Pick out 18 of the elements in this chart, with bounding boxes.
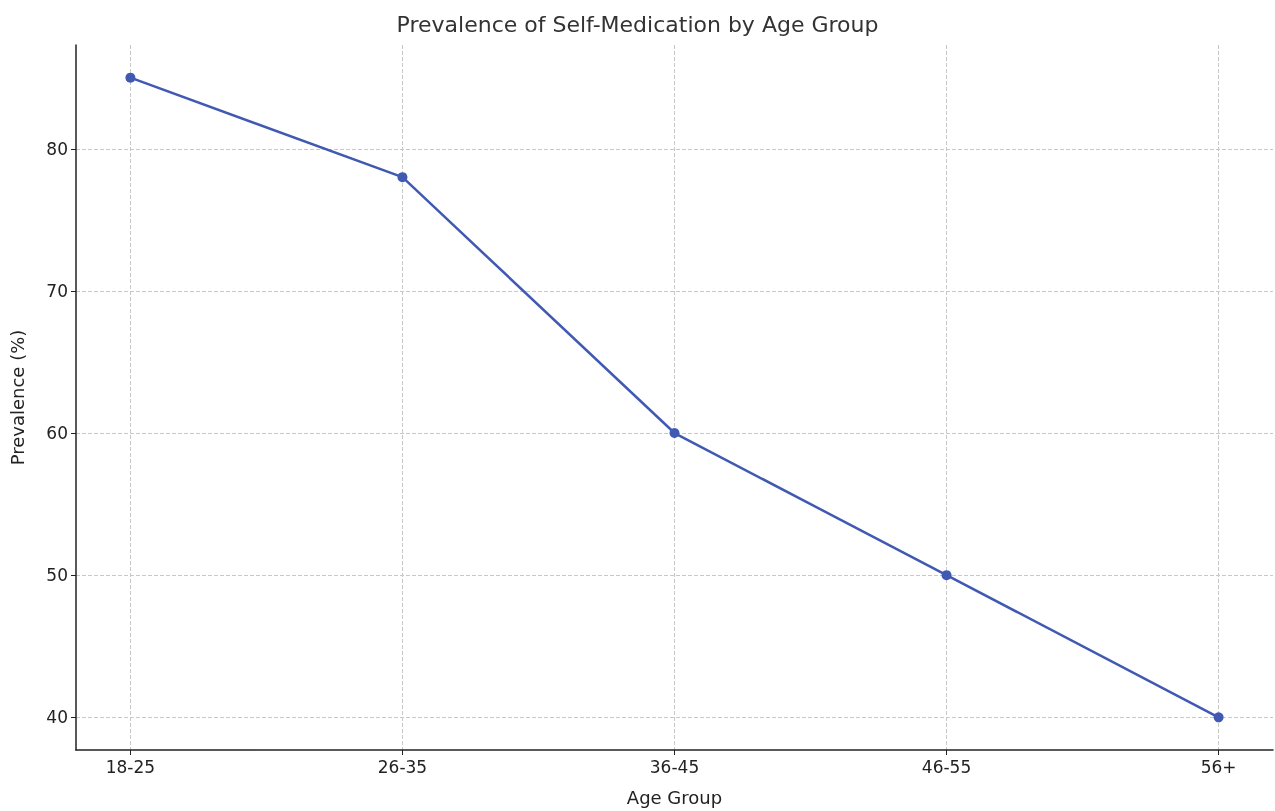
point xyxy=(397,172,408,183)
y-tick-label: 50 xyxy=(46,565,68,586)
y-tick-label: 80 xyxy=(46,138,68,159)
chart-title: Prevalence of Self-Medication by Age Group xyxy=(396,11,879,37)
y-axis-title: Prevalence (%) xyxy=(6,329,28,466)
point xyxy=(669,428,680,439)
x-tick-label: 26-35 xyxy=(377,756,428,777)
y-tick-label: 70 xyxy=(46,280,68,301)
x-axis-title: Age Group xyxy=(626,786,723,808)
x-tick-label: 46-55 xyxy=(921,756,972,777)
y-tick-label: 60 xyxy=(46,423,68,444)
y-tick-label: 40 xyxy=(46,707,68,728)
point xyxy=(125,72,136,83)
x-tick-label: 18-25 xyxy=(105,756,156,777)
point xyxy=(941,570,952,581)
point xyxy=(1213,712,1224,723)
x-tick-label: 36-45 xyxy=(649,756,700,777)
x-tick-label: 56+ xyxy=(1200,756,1237,777)
